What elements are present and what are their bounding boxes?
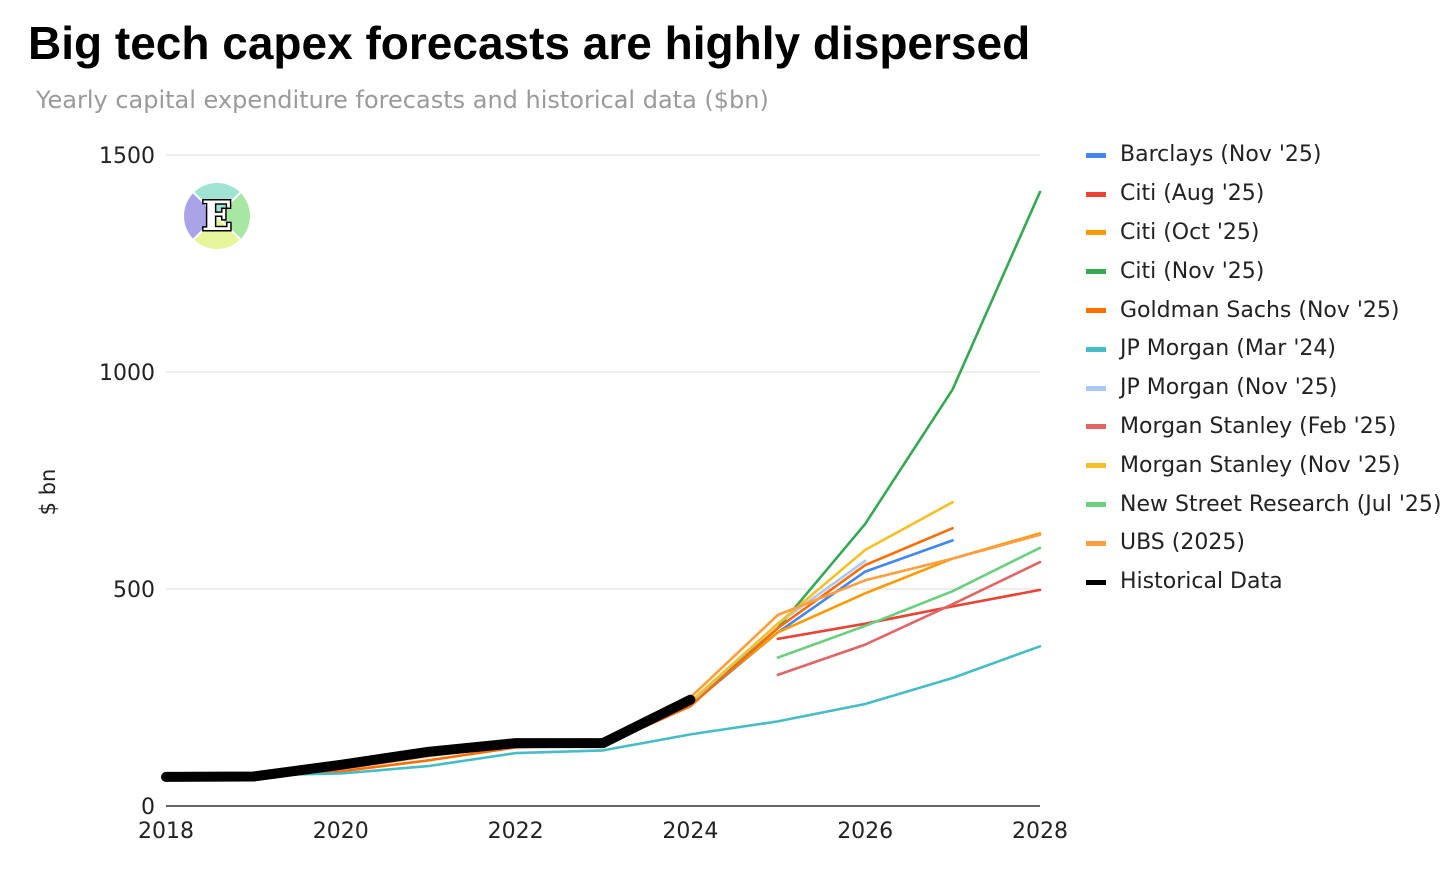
- legend-swatch: [1086, 191, 1106, 197]
- chart-title: Big tech capex forecasts are highly disp…: [28, 17, 1031, 69]
- legend-label: UBS (2025): [1120, 530, 1245, 556]
- x-axis-ticks: 2018 2020 2022 2024 2026 2028: [138, 819, 1068, 844]
- legend-item: Citi (Nov '25): [1086, 252, 1441, 291]
- legend-swatch: [1086, 463, 1106, 469]
- x-tick-label: 2026: [837, 819, 893, 844]
- series-line-9: [776, 546, 1042, 659]
- legend-item: Morgan Stanley (Nov '25): [1086, 446, 1441, 485]
- legend-label: JP Morgan (Mar '24): [1120, 336, 1336, 362]
- y-tick-label: 500: [113, 578, 155, 603]
- x-tick-label: 2020: [313, 819, 369, 844]
- legend-label: Citi (Aug '25): [1120, 181, 1265, 207]
- legend-item: Goldman Sachs (Nov '25): [1086, 291, 1441, 330]
- chart-legend: Barclays (Nov '25) Citi (Aug '25) Citi (Oc…: [1086, 136, 1441, 602]
- legend-swatch: [1086, 346, 1106, 352]
- legend-swatch: [1086, 269, 1106, 275]
- series-line-11: [161, 694, 696, 782]
- series-line-5: [164, 644, 1042, 777]
- legend-item: JP Morgan (Mar '24): [1086, 330, 1441, 369]
- series-line-7: [776, 560, 1042, 677]
- legend-item: Morgan Stanley (Feb '25): [1086, 408, 1441, 447]
- x-tick-label: 2028: [1012, 819, 1068, 844]
- y-tick-label: 1500: [99, 144, 155, 169]
- brand-logo: E: [184, 183, 250, 249]
- legend-item: JP Morgan (Nov '25): [1086, 369, 1441, 408]
- legend-label: JP Morgan (Nov '25): [1120, 375, 1338, 401]
- series-line-2: [689, 532, 1042, 705]
- legend-label: Barclays (Nov '25): [1120, 142, 1322, 168]
- y-axis-label: $ bn: [36, 469, 60, 516]
- legend-swatch: [1086, 424, 1106, 430]
- legend-item: Citi (Oct '25): [1086, 214, 1441, 253]
- legend-swatch: [1086, 152, 1106, 158]
- chart-subtitle: Yearly capital expenditure forecasts and…: [36, 86, 769, 114]
- legend-swatch: [1086, 579, 1106, 585]
- legend-item: Barclays (Nov '25): [1086, 136, 1441, 175]
- gridlines: [166, 154, 1040, 590]
- legend-label: New Street Research (Jul '25): [1120, 491, 1442, 517]
- legend-label: Goldman Sachs (Nov '25): [1120, 297, 1400, 323]
- legend-item: New Street Research (Jul '25): [1086, 485, 1441, 524]
- series-line-3: [689, 190, 1042, 706]
- legend-swatch: [1086, 230, 1106, 236]
- x-tick-label: 2018: [138, 819, 194, 844]
- legend-label: Morgan Stanley (Nov '25): [1120, 452, 1401, 478]
- legend-label: Historical Data: [1120, 569, 1283, 595]
- legend-label: Morgan Stanley (Feb '25): [1120, 413, 1397, 439]
- y-axis-ticks: 0 500 1000 1500: [99, 144, 155, 820]
- logo-letter: E: [202, 193, 233, 240]
- legend-item: Historical Data: [1086, 563, 1441, 602]
- series-lines: [161, 190, 1042, 782]
- legend-swatch: [1086, 308, 1106, 314]
- y-tick-label: 0: [141, 795, 155, 820]
- legend-item: Citi (Aug '25): [1086, 175, 1441, 214]
- y-tick-label: 1000: [99, 361, 155, 386]
- legend-swatch: [1086, 540, 1106, 546]
- legend-item: UBS (2025): [1086, 524, 1441, 563]
- legend-swatch: [1086, 502, 1106, 508]
- legend-label: Citi (Nov '25): [1120, 258, 1265, 284]
- series-line-8: [689, 500, 954, 704]
- x-tick-label: 2024: [662, 819, 718, 844]
- x-tick-label: 2022: [488, 819, 544, 844]
- legend-label: Citi (Oct '25): [1120, 219, 1260, 245]
- series-line-1: [776, 588, 1042, 641]
- legend-swatch: [1086, 385, 1106, 391]
